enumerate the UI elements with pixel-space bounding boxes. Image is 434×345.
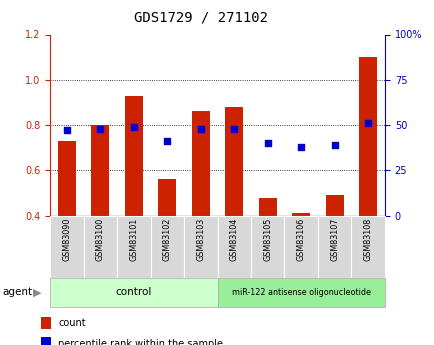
Point: [230, 126, 237, 131]
Bar: [50, 216, 83, 278]
Point: [97, 126, 104, 131]
Bar: [91, 125, 109, 216]
Text: GSM83107: GSM83107: [329, 218, 339, 262]
Text: GSM83090: GSM83090: [62, 218, 71, 262]
Point: [297, 144, 304, 150]
Text: control: control: [115, 287, 151, 297]
Bar: [358, 57, 377, 216]
Bar: [284, 216, 317, 278]
Text: GDS1729 / 271102: GDS1729 / 271102: [133, 10, 267, 24]
Text: GSM83108: GSM83108: [363, 218, 372, 262]
Text: GSM83101: GSM83101: [129, 218, 138, 262]
Text: ▶: ▶: [33, 287, 41, 297]
Text: GSM83106: GSM83106: [296, 218, 305, 262]
Bar: [250, 216, 284, 278]
Bar: [158, 179, 176, 216]
Text: agent: agent: [2, 287, 32, 297]
Bar: [41, 337, 51, 345]
Point: [197, 126, 204, 131]
Text: GSM83105: GSM83105: [263, 218, 272, 262]
Text: count: count: [58, 318, 85, 328]
Bar: [124, 96, 143, 216]
Bar: [191, 111, 210, 216]
Bar: [83, 216, 117, 278]
Point: [63, 128, 70, 133]
Point: [331, 142, 338, 148]
Text: GSM83103: GSM83103: [196, 218, 205, 262]
Bar: [184, 216, 217, 278]
Text: percentile rank within the sample: percentile rank within the sample: [58, 339, 223, 345]
Text: GSM83100: GSM83100: [95, 218, 105, 262]
Bar: [258, 197, 276, 216]
Text: miR-122 antisense oligonucleotide: miR-122 antisense oligonucleotide: [231, 288, 370, 297]
Bar: [217, 216, 250, 278]
Point: [130, 124, 137, 130]
Bar: [217, 278, 384, 307]
Point: [364, 120, 371, 126]
Bar: [57, 141, 76, 216]
Text: GSM83102: GSM83102: [162, 218, 171, 262]
Bar: [150, 216, 184, 278]
Point: [264, 140, 271, 146]
Bar: [50, 278, 217, 307]
Bar: [317, 216, 351, 278]
Bar: [41, 317, 51, 329]
Text: GSM83104: GSM83104: [229, 218, 238, 262]
Bar: [325, 195, 343, 216]
Bar: [224, 107, 243, 216]
Bar: [351, 216, 384, 278]
Point: [164, 139, 171, 144]
Bar: [291, 213, 310, 216]
Bar: [117, 216, 150, 278]
